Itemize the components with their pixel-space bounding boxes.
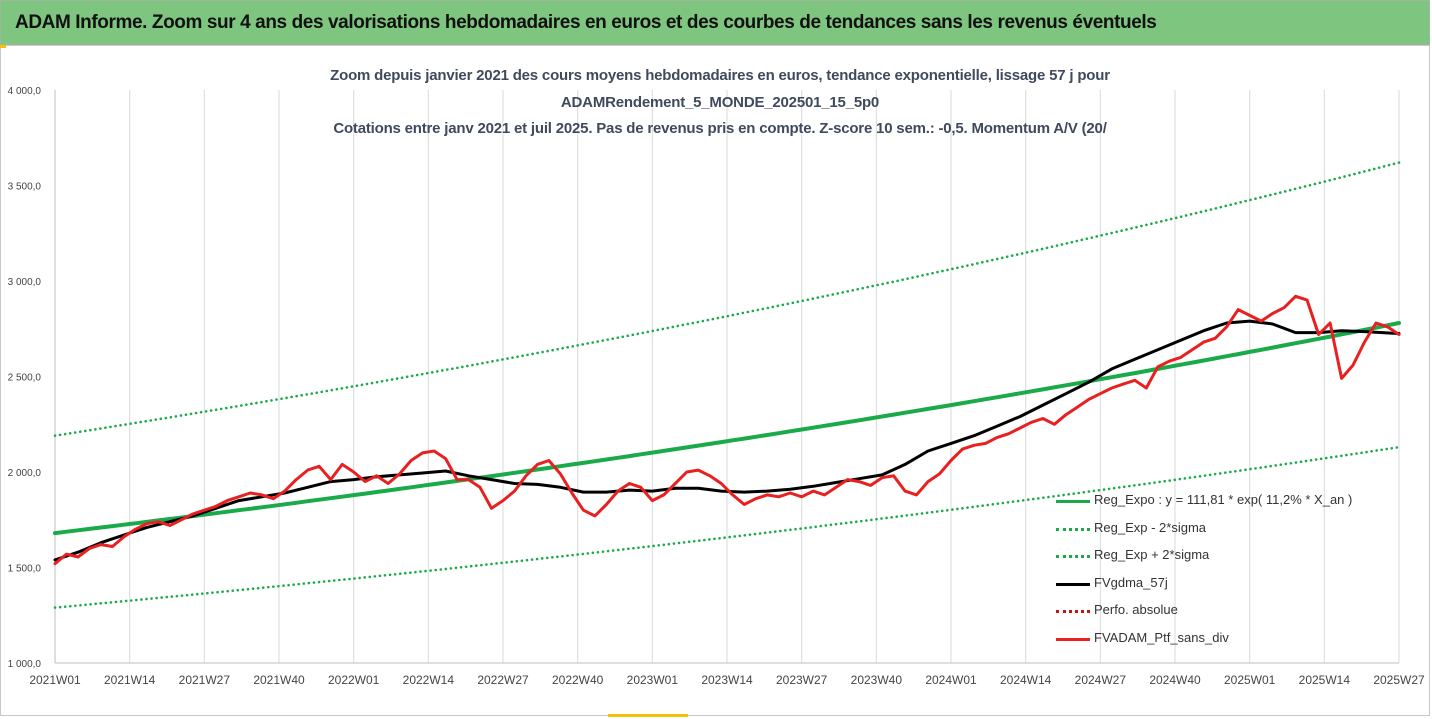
x-tick-label: 2024W27 (1075, 673, 1127, 687)
legend-swatch (1056, 555, 1090, 558)
corner-accent-left (0, 45, 6, 48)
x-tick-label: 2021W01 (29, 673, 81, 687)
reg-exp-plus-2sigma-line (53, 161, 1401, 437)
y-tick-label: 3 500,0 (8, 182, 42, 193)
chart-title-line-3: Cotations entre janv 2021 et juil 2025. … (333, 120, 1107, 137)
legend-swatch (1056, 637, 1090, 641)
x-tick-label: 2023W14 (701, 673, 753, 687)
x-tick-label: 2025W27 (1373, 673, 1425, 687)
legend-label: FVgdma_57j (1094, 574, 1168, 590)
report-banner: ADAM Informe. Zoom sur 4 ans des valoris… (0, 0, 1430, 45)
y-tick-label: 2 000,0 (8, 468, 42, 479)
legend-swatch (1056, 500, 1090, 503)
x-tick-label: 2024W14 (1000, 673, 1052, 687)
x-tick-label: 2023W01 (627, 673, 679, 687)
x-tick-label: 2021W40 (253, 673, 305, 687)
legend-item: Perfo. absolue (1052, 600, 1352, 628)
x-tick-label: 2025W14 (1299, 673, 1351, 687)
legend-label: Reg_Exp - 2*sigma (1094, 519, 1206, 535)
x-tick-label: 2025W01 (1224, 673, 1276, 687)
reg-expo-line (53, 321, 1401, 536)
y-tick-label: 4 000,0 (8, 86, 42, 97)
reg-exp-minus-2sigma-line (53, 445, 1401, 609)
legend-swatch (1056, 610, 1090, 613)
x-tick-label: 2022W14 (403, 673, 455, 687)
legend-swatch (1056, 527, 1090, 531)
chart-title-line-1: Zoom depuis janvier 2021 des cours moyen… (330, 67, 1110, 84)
x-tick-label: 2023W40 (851, 673, 903, 687)
x-tick-label: 2022W27 (477, 673, 529, 687)
legend-label: Perfo. absolue (1094, 602, 1178, 617)
chart-frame (0, 45, 1430, 716)
x-tick-label: 2021W14 (104, 673, 156, 687)
chart-title-line-2: ADAMRendement_5_MONDE_202501_15_5p0 (560, 94, 880, 111)
x-tick-label: 2022W01 (328, 673, 380, 687)
y-tick-label: 1 000,0 (8, 659, 42, 670)
x-tick-label: 2021W27 (179, 673, 231, 687)
legend-label: Reg_Expo : y = 111,81 * exp( 11,2% * X_a… (1094, 492, 1353, 507)
y-tick-label: 1 500,0 (8, 564, 42, 575)
report-title: ADAM Informe. Zoom sur 4 ans des valoris… (15, 12, 1157, 33)
x-tick-label: 2024W40 (1149, 673, 1201, 687)
fvadam-ptf-sans-div-line (53, 294, 1401, 566)
corner-accent-bottom (608, 714, 688, 717)
legend-label: Reg_Exp + 2*sigma (1094, 547, 1210, 562)
x-tick-label: 2024W01 (925, 673, 977, 687)
chart-legend: Reg_Expo : y = 111,81 * exp( 11,2% * X_a… (1052, 490, 1352, 655)
legend-item: FVgdma_57j (1052, 573, 1352, 601)
legend-item: Reg_Exp + 2*sigma (1052, 545, 1352, 573)
x-tick-label: 2023W27 (776, 673, 828, 687)
fvgdma-57j-line (53, 319, 1401, 562)
legend-label: FVADAM_Ptf_sans_div (1094, 629, 1229, 645)
x-tick-label: 2022W40 (552, 673, 604, 687)
legend-swatch (1056, 582, 1090, 586)
legend-item: Reg_Exp - 2*sigma (1052, 518, 1352, 546)
y-tick-label: 3 000,0 (8, 277, 42, 288)
legend-item: Reg_Expo : y = 111,81 * exp( 11,2% * X_a… (1052, 490, 1352, 518)
legend-item: FVADAM_Ptf_sans_div (1052, 628, 1352, 656)
y-tick-label: 2 500,0 (8, 373, 42, 384)
